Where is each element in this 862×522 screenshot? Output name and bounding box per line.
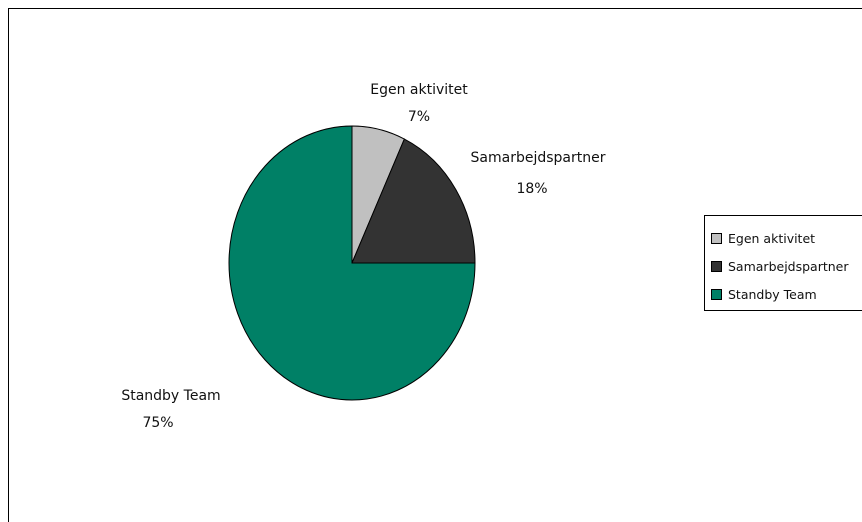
- legend-label: Egen aktivitet: [728, 230, 816, 246]
- legend-item-samarbejdspartner: Samarbejdspartner: [711, 256, 849, 276]
- legend-swatch-standby-team: [711, 288, 722, 300]
- legend-swatch-samarbejdspartner: [711, 260, 722, 272]
- data-label-samarbejdspartner-percent: 18%: [516, 181, 547, 197]
- data-label-egen-aktivitet-name: Egen aktivitet: [370, 82, 468, 98]
- pie-slice-standby-team: [228, 125, 476, 401]
- legend-swatch-egen-aktivitet: [711, 232, 722, 244]
- legend: Egen aktivitet Samarbejdspartner Standby…: [704, 215, 862, 311]
- legend-item-egen-aktivitet: Egen aktivitet: [711, 228, 815, 248]
- chart-area: [8, 8, 862, 522]
- legend-label: Standby Team: [728, 286, 817, 302]
- data-label-standby-team-percent: 75%: [142, 415, 173, 431]
- legend-label: Samarbejdspartner: [728, 258, 849, 274]
- data-label-samarbejdspartner-name: Samarbejdspartner: [471, 150, 606, 166]
- legend-item-standby-team: Standby Team: [711, 284, 817, 304]
- data-label-standby-team-name: Standby Team: [121, 388, 220, 404]
- pie-slice-samarbejdspartner: [351, 138, 476, 264]
- data-label-egen-aktivitet-percent: 7%: [408, 109, 430, 125]
